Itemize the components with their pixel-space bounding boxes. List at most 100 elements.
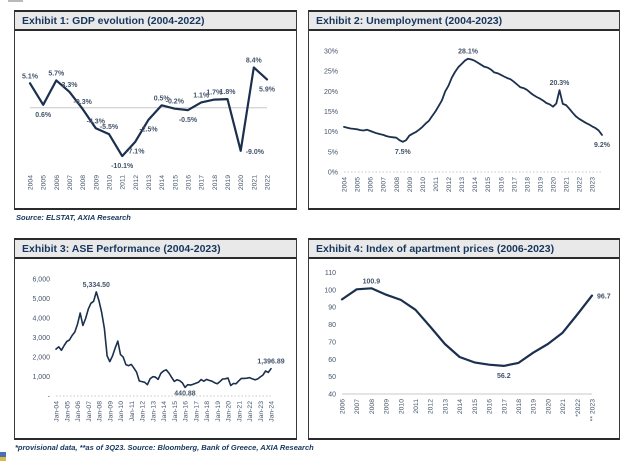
svg-text:2011: 2011: [433, 177, 440, 192]
svg-text:2,000: 2,000: [32, 355, 50, 362]
exhibit-3-chart-area: 6,000 5,000 4,000 3,000 2,000 1,000- Jan-04 Jan…: [15, 259, 296, 438]
svg-text:2009: 2009: [384, 399, 391, 414]
svg-text:3.3%: 3.3%: [62, 82, 79, 89]
svg-text:70: 70: [328, 339, 336, 346]
svg-text:2018: 2018: [212, 175, 219, 190]
svg-text:1,396.89: 1,396.89: [257, 359, 284, 366]
svg-text:28.1%: 28.1%: [458, 49, 479, 56]
svg-text:20.3%: 20.3%: [550, 80, 571, 87]
svg-text:10%: 10%: [324, 129, 338, 136]
exhibit-1-chart-area: 2004 2005 2006 2007 2008 2009 2010 2011 2012 2013…: [15, 31, 296, 208]
svg-text:5,000: 5,000: [32, 296, 50, 303]
svg-text:-10.1%: -10.1%: [111, 163, 134, 170]
svg-text:40: 40: [328, 392, 336, 399]
svg-text:2014: 2014: [159, 175, 166, 190]
svg-text:90: 90: [328, 305, 336, 312]
svg-text:3,000: 3,000: [32, 335, 50, 342]
svg-text:56.2: 56.2: [497, 373, 511, 380]
svg-text:2021: 2021: [251, 175, 258, 190]
svg-text:-5.5%: -5.5%: [100, 124, 119, 131]
svg-text:-: -: [48, 394, 51, 401]
svg-text:2021: 2021: [564, 177, 571, 192]
svg-text:2007: 2007: [381, 177, 388, 192]
svg-text:Jan-09: Jan-09: [107, 401, 114, 422]
svg-text:80: 80: [328, 322, 336, 329]
svg-text:-9.0%: -9.0%: [246, 149, 265, 156]
svg-text:2011: 2011: [413, 399, 420, 414]
svg-text:1.8%: 1.8%: [220, 89, 237, 96]
svg-text:2016: 2016: [498, 177, 505, 192]
svg-text:5.7%: 5.7%: [48, 70, 65, 77]
svg-text:2020: 2020: [238, 175, 245, 190]
svg-text:1.7%: 1.7%: [206, 90, 223, 97]
svg-text:2008: 2008: [394, 177, 401, 192]
crop-artifact-blue: [0, 452, 6, 457]
svg-text:5.1%: 5.1%: [22, 73, 39, 80]
svg-text:2004: 2004: [28, 175, 35, 190]
svg-text:2011: 2011: [120, 175, 127, 190]
crop-artifact-corner: [0, 452, 6, 461]
svg-text:Jan-12: Jan-12: [140, 401, 147, 422]
svg-text:2015: 2015: [172, 175, 179, 190]
svg-text:Jan-20: Jan-20: [226, 401, 233, 422]
svg-text:2007: 2007: [67, 175, 74, 190]
svg-text:*2022: *2022: [575, 399, 582, 417]
svg-text:2005: 2005: [41, 175, 48, 190]
exhibit-1-title: Exhibit 1: GDP evolution (2004-2022): [15, 12, 296, 31]
svg-text:1,000: 1,000: [32, 374, 50, 381]
svg-text:Jan-07: Jan-07: [86, 401, 93, 422]
svg-text:Jan-24: Jan-24: [269, 401, 276, 422]
svg-text:440.88: 440.88: [174, 390, 196, 397]
svg-text:2013: 2013: [442, 399, 449, 414]
svg-text:Jan-05: Jan-05: [64, 401, 71, 422]
exhibit-2-chart-area: 30% 25% 20% 15% 10% 5% 0% 2004 2005 2006 2007 2008 2…: [309, 31, 619, 208]
svg-text:20%: 20%: [324, 89, 338, 96]
svg-text:Jan-23: Jan-23: [258, 401, 265, 422]
svg-text:2013: 2013: [459, 177, 466, 192]
svg-text:2021: 2021: [560, 399, 567, 414]
svg-text:Jan-22: Jan-22: [247, 401, 254, 422]
exhibit-4-chart-area: 110 100 90 80 70 60 50 40 2006 2007 2008 2009 2010 20…: [309, 259, 619, 438]
svg-text:2018: 2018: [516, 399, 523, 414]
svg-text:9.2%: 9.2%: [594, 142, 611, 149]
svg-text:6,000: 6,000: [32, 276, 50, 283]
svg-text:Jan-14: Jan-14: [161, 401, 168, 422]
svg-text:5%: 5%: [328, 149, 338, 156]
svg-text:0%: 0%: [328, 170, 338, 177]
svg-text:2012: 2012: [446, 177, 453, 192]
svg-text:96.7: 96.7: [597, 294, 611, 301]
panel-exhibit-1: Exhibit 1: GDP evolution (2004-2022) 200…: [14, 10, 297, 210]
panel-exhibit-3: Exhibit 3: ASE Performance (2004-2023) 6…: [14, 238, 297, 440]
svg-text:2004: 2004: [342, 177, 349, 192]
svg-text:-0.2%: -0.2%: [166, 99, 185, 106]
svg-text:2009: 2009: [407, 177, 414, 192]
exhibit-4-title: Exhibit 4: Index of apartment prices (20…: [309, 240, 619, 259]
svg-text:-2.5%: -2.5%: [139, 127, 158, 134]
svg-text:60: 60: [328, 357, 336, 364]
apartment-price-index-line-chart: 110 100 90 80 70 60 50 40 2006 2007 2008 2009 2010 20…: [324, 270, 611, 421]
svg-text:2015: 2015: [472, 399, 479, 414]
svg-text:0.6%: 0.6%: [35, 112, 52, 119]
svg-text:30%: 30%: [324, 49, 338, 56]
svg-text:2010: 2010: [107, 175, 114, 190]
svg-text:2022: 2022: [265, 175, 272, 190]
svg-text:2012: 2012: [133, 175, 140, 190]
svg-text:8.4%: 8.4%: [246, 58, 263, 65]
svg-text:Jan-16: Jan-16: [183, 401, 190, 422]
gdp-line-chart: 2004 2005 2006 2007 2008 2009 2010 2011 2012 2013…: [22, 58, 276, 191]
svg-text:2006: 2006: [54, 175, 61, 190]
svg-text:5.9%: 5.9%: [259, 86, 276, 93]
svg-text:2022: 2022: [577, 177, 584, 192]
svg-text:2005: 2005: [355, 177, 362, 192]
exhibit-2-title: Exhibit 2: Unemployment (2004-2023): [309, 12, 619, 31]
svg-text:Jan-06: Jan-06: [75, 401, 82, 422]
svg-text:0.5%: 0.5%: [154, 95, 171, 102]
svg-text:-0.3%: -0.3%: [74, 99, 93, 106]
svg-text:2016: 2016: [186, 175, 193, 190]
svg-text:2014: 2014: [457, 399, 464, 414]
svg-text:2008: 2008: [369, 399, 376, 414]
svg-text:100: 100: [324, 287, 336, 294]
svg-text:2017: 2017: [199, 175, 206, 190]
